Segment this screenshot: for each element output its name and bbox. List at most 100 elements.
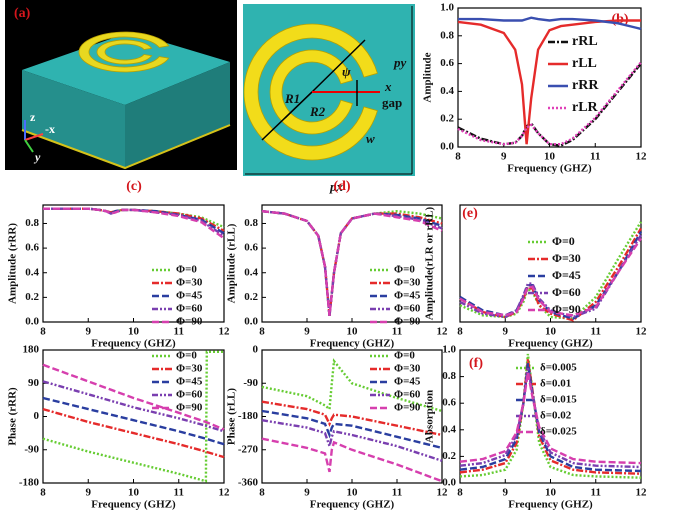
series-line — [43, 209, 224, 239]
series-line — [458, 64, 641, 146]
x-tick-label: 8 — [40, 487, 46, 499]
legend-label: rRL — [572, 34, 598, 49]
x-tick-label: 11 — [174, 487, 184, 499]
y-axis-label: Amplitude(rLR or rRL) — [424, 206, 436, 320]
legend-label: rRR — [572, 78, 599, 93]
y-tick-label: 0.4 — [442, 423, 456, 435]
schematic-label: R2 — [309, 104, 326, 119]
panel-label: (c) — [126, 179, 142, 194]
panel-label: (e) — [462, 206, 478, 221]
y-tick-label: -180 — [238, 410, 259, 422]
axis-label: y — [33, 150, 41, 164]
y-axis-label: Amplitude (rLL) — [226, 223, 238, 303]
legend-label: Φ=90 — [176, 402, 203, 414]
x-tick-label: 12 — [636, 487, 648, 499]
y-tick-label: 0 — [253, 344, 259, 356]
legend-label: Φ=30 — [176, 363, 203, 375]
legend-label: Φ=45 — [552, 268, 581, 282]
x-tick-label: 8 — [40, 326, 46, 338]
x-axis-label: Frequency (GHZ) — [507, 163, 592, 175]
legend-label: Φ=90 — [394, 402, 421, 414]
x-tick-label: 10 — [128, 487, 140, 499]
legend-label: Φ=45 — [394, 376, 421, 388]
legend-label: rLL — [572, 56, 597, 71]
plot-frame — [460, 205, 641, 322]
legend-label: Φ=0 — [176, 350, 197, 362]
plot-frame — [458, 8, 641, 147]
x-tick-label: 9 — [304, 326, 310, 338]
x-tick-label: 12 — [437, 326, 449, 338]
x-tick-label: 11 — [591, 487, 601, 499]
legend-label: Φ=0 — [176, 264, 197, 276]
axis-label: -x — [45, 122, 55, 136]
y-tick-label: 0.6 — [440, 57, 454, 69]
x-tick-label: 10 — [128, 326, 140, 338]
x-axis-label: Frequency (GHZ) — [508, 338, 593, 350]
x-tick-label: 9 — [503, 487, 509, 499]
schematic-label: x — [384, 79, 392, 94]
x-tick-label: 12 — [219, 487, 231, 499]
legend-label: Φ=30 — [176, 277, 203, 289]
y-tick-label: -270 — [238, 443, 259, 455]
x-tick-label: 11 — [590, 151, 600, 163]
x-tick-label: 9 — [501, 151, 507, 163]
legend-label: δ=0.02 — [540, 410, 572, 422]
panel-label: (a) — [14, 6, 31, 21]
series-line — [460, 222, 641, 319]
x-tick-label: 10 — [347, 326, 359, 338]
series-line — [460, 228, 641, 320]
x-tick-label: 10 — [545, 487, 557, 499]
y-axis-label: Phase (rRR) — [7, 387, 19, 446]
legend-label: Φ=30 — [394, 363, 421, 375]
x-tick-label: 11 — [392, 487, 402, 499]
y-tick-label: -90 — [24, 443, 39, 455]
series-line — [43, 209, 224, 236]
legend-label: Φ=30 — [552, 251, 581, 265]
panel-label: (d) — [333, 179, 350, 194]
legend-label: Φ=90 — [176, 316, 203, 328]
y-tick-label: 90 — [28, 377, 40, 389]
schematic-label: R1 — [284, 91, 300, 106]
x-tick-label: 8 — [455, 151, 461, 163]
y-axis-label: Amplitude (rRR) — [7, 223, 19, 304]
y-axis-label: Absorption — [424, 390, 436, 443]
legend-label: rLR — [572, 100, 599, 115]
x-tick-label: 11 — [591, 326, 601, 338]
x-tick-label: 12 — [219, 326, 231, 338]
y-tick-label: 0 — [34, 410, 40, 422]
y-tick-label: 0.4 — [440, 85, 454, 97]
series-line — [460, 238, 641, 315]
x-tick-label: 9 — [503, 326, 509, 338]
y-tick-label: 0.8 — [442, 370, 456, 382]
x-axis-label: Frequency (GHZ) — [310, 338, 395, 350]
y-tick-label: -180 — [19, 477, 40, 489]
legend-label: Φ=60 — [394, 303, 421, 315]
y-tick-label: 0.4 — [244, 266, 258, 278]
x-axis-label: Frequency (GHZ) — [508, 499, 593, 511]
legend-label: Φ=45 — [176, 290, 203, 302]
series-line — [458, 62, 641, 144]
x-tick-label: 10 — [544, 151, 556, 163]
legend-label: δ=0.015 — [540, 394, 577, 406]
y-tick-label: 0.2 — [244, 291, 258, 303]
legend-label: Φ=0 — [552, 234, 575, 248]
y-tick-label: 0.6 — [244, 242, 258, 254]
series-line — [262, 439, 442, 482]
schematic-label: py — [393, 55, 407, 70]
y-tick-label: 0.8 — [244, 217, 258, 229]
y-tick-label: 0.0 — [440, 141, 454, 153]
y-tick-label: 1.0 — [442, 344, 456, 356]
y-tick-label: 0.8 — [440, 29, 454, 41]
x-tick-label: 9 — [304, 487, 310, 499]
page: { "illustrations": { "unit_cell_3d": {"l… — [0, 0, 675, 511]
schematic-label: ψ — [342, 64, 351, 79]
series-line — [43, 409, 224, 457]
schematic-label: gap — [382, 95, 402, 110]
y-axis-label: Phase (rLL) — [226, 388, 238, 445]
y-tick-label: 0.8 — [25, 217, 39, 229]
y-tick-label: 0.0 — [442, 477, 456, 489]
x-tick-label: 8 — [457, 326, 463, 338]
x-axis-label: Frequency (GHZ) — [91, 499, 176, 511]
series-line — [458, 21, 641, 145]
x-tick-label: 10 — [347, 487, 359, 499]
